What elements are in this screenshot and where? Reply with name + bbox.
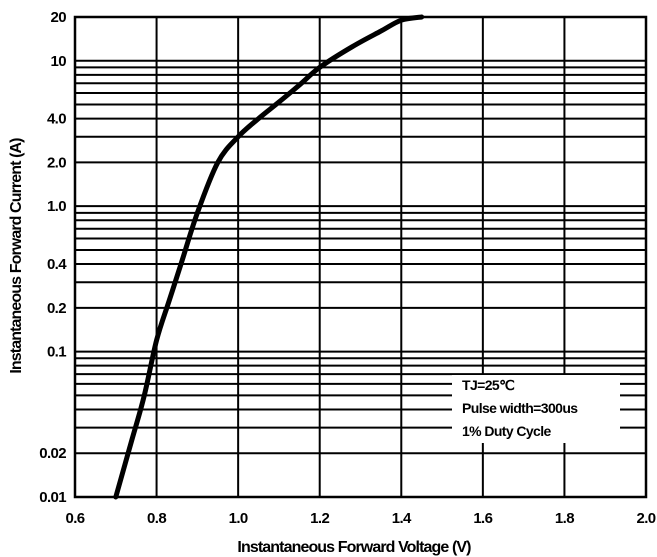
y-tick-label: 0.2 <box>47 300 66 317</box>
y-tick-label: 0.02 <box>39 445 66 462</box>
annotation-box <box>452 375 620 443</box>
y-tick-label: 20 <box>51 9 67 26</box>
y-tick-labels: 0.01 0.02 0.1 0.2 0.4 1.0 2.0 4.0 10 20 <box>39 9 68 506</box>
x-tick-label: 1.2 <box>310 510 329 527</box>
y-axis-label: Instantaneous Forward Current (A) <box>8 138 25 374</box>
annotation-pulse-width: Pulse width=300us <box>462 400 578 416</box>
series-line <box>113 14 425 500</box>
y-tick-label: 4.0 <box>47 111 66 128</box>
x-tick-label: 0.6 <box>65 510 84 527</box>
x-tick-label: 2.0 <box>636 510 655 527</box>
y-tick-label: 2.0 <box>47 154 66 171</box>
x-tick-labels: 0.6 0.8 1.0 1.2 1.4 1.6 1.8 2.0 <box>65 510 656 527</box>
y-tick-label: 0.4 <box>47 256 67 273</box>
x-tick-label: 1.6 <box>473 510 492 527</box>
x-tick-label: 1.4 <box>392 510 412 527</box>
x-axis-label: Instantaneous Forward Voltage (V) <box>237 539 471 556</box>
y-tick-label: 0.01 <box>39 489 66 506</box>
annotation-duty-cycle: 1% Duty Cycle <box>462 423 551 439</box>
y-tick-label: 0.1 <box>47 344 66 361</box>
y-tick-label: 1.0 <box>47 198 66 215</box>
x-tick-label: 1.8 <box>555 510 574 527</box>
x-tick-label: 0.8 <box>147 510 166 527</box>
vertical-gridlines <box>74 17 647 497</box>
x-tick-label: 1.0 <box>229 510 248 527</box>
plot-frame <box>73 15 648 499</box>
y-tick-label: 10 <box>51 53 67 70</box>
annotation-temperature: TJ=25℃ <box>462 377 515 393</box>
